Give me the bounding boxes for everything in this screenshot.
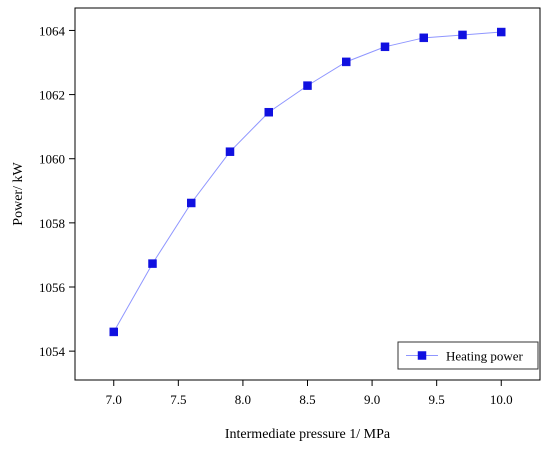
x-tick-label: 7.5	[170, 392, 186, 407]
series-layer	[109, 27, 506, 337]
x-tick-label: 10.0	[490, 392, 513, 407]
legend-marker	[417, 351, 427, 360]
data-point	[419, 33, 428, 43]
x-tick-label: 8.5	[299, 392, 315, 407]
data-point	[342, 57, 351, 67]
data-point	[148, 259, 157, 268]
data-point	[187, 198, 196, 208]
x-tick-label: 9.5	[429, 392, 445, 407]
data-point	[380, 42, 390, 52]
y-tick-label: 1058	[39, 216, 65, 231]
x-tick-label: 8.0	[235, 392, 251, 407]
x-tick-label: 9.0	[364, 392, 380, 407]
legend: Heating power	[397, 341, 539, 370]
y-tick-label: 1060	[39, 152, 65, 167]
y-axis-ticks: 1054 1056 1058 1060 1062 1064	[39, 23, 75, 359]
y-tick-label: 1064	[39, 23, 66, 38]
data-point	[264, 107, 273, 117]
legend-label-heating-power: Heating power	[446, 349, 524, 364]
data-point	[109, 327, 118, 337]
data-point	[225, 147, 235, 156]
x-axis-ticks: 7.0 7.5 8.0 8.5 9.0 9.5 10.0	[106, 380, 513, 407]
data-point	[458, 30, 467, 40]
y-tick-label: 1062	[39, 88, 65, 103]
x-axis-title: Intermediate pressure 1/ MPa	[225, 427, 391, 442]
data-point	[497, 27, 506, 37]
data-point	[303, 81, 312, 90]
y-axis-title: Power/ kW	[11, 162, 26, 226]
x-tick-label: 7.0	[106, 392, 122, 407]
y-tick-label: 1054	[39, 344, 66, 359]
y-tick-label: 1056	[39, 280, 66, 295]
